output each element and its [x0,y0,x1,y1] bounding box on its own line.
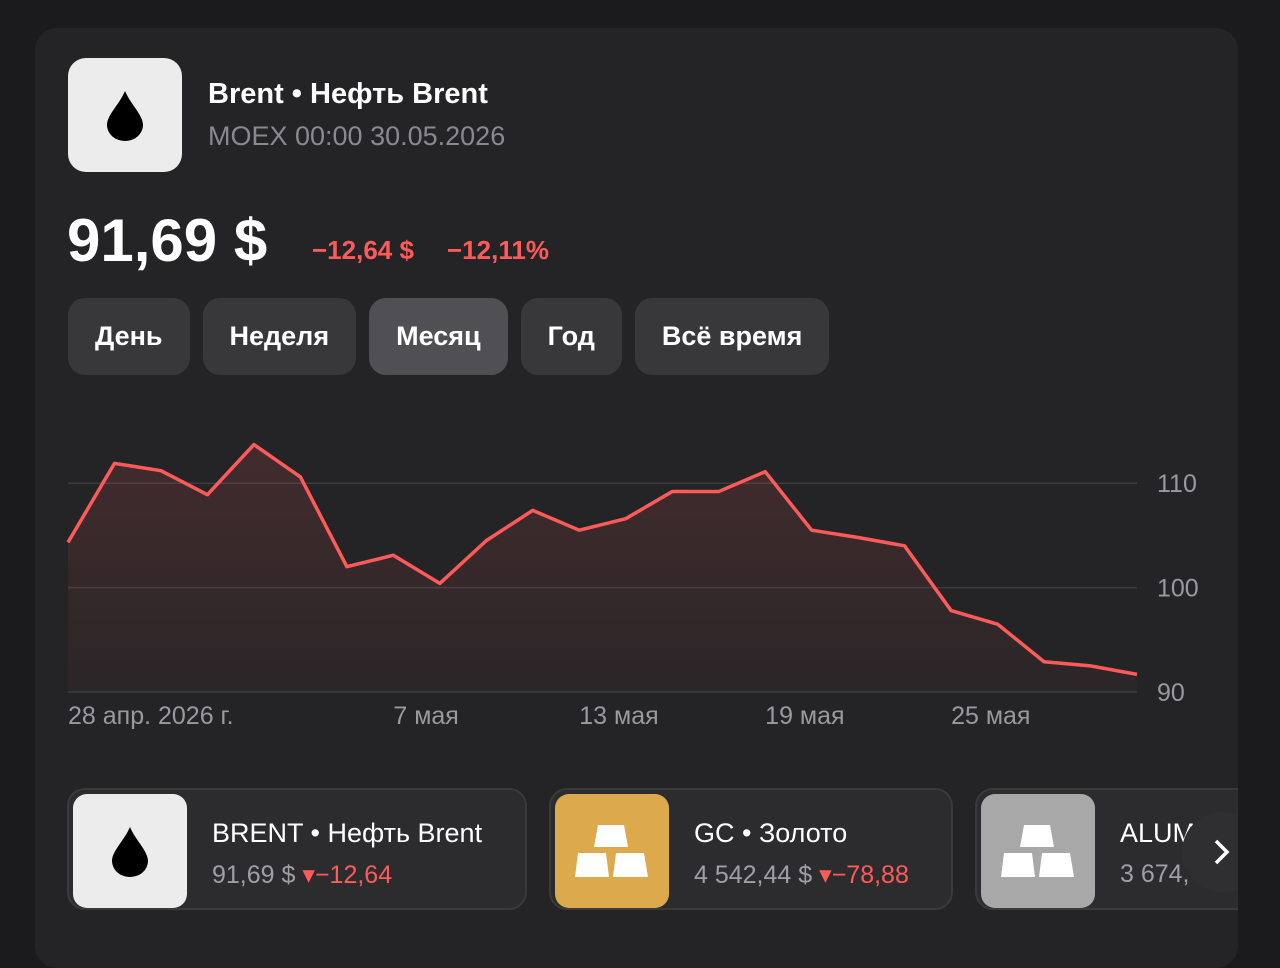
y-tick-label: 90 [1157,679,1185,707]
next-button[interactable] [1182,812,1238,892]
title: Brent • Нефть Brent [208,78,488,110]
x-tick-label: 25 мая [951,702,1030,730]
card-change: −12,64 [314,861,393,889]
icon [981,794,1095,908]
period-tab[interactable]: Год [520,298,622,375]
quote-card: Brent • Нефть Brent MOEX 00:00 30.05.202… [35,28,1238,968]
period-tab[interactable]: Всё время [634,298,830,375]
ticker: Brent [208,78,284,110]
x-tick-label: 28 апр. 2026 г. [68,702,234,730]
page: Brent • Нефть Brent MOEX 00:00 30.05.202… [66,58,1238,910]
card-title: GC • Золото [694,818,848,848]
icon [73,794,187,908]
area [68,444,1137,692]
change: −12,64 $ [312,235,414,265]
drop-icon [107,91,143,141]
instrument-card[interactable]: ALUM 3 674, [975,788,1238,910]
card-price: 3 674, [1120,860,1190,888]
card-price-line: 91,69 $ ▾−12,64 [212,861,393,889]
icon [555,794,669,908]
card-price: 91,69 $ [212,861,296,889]
price-line [66,442,1138,677]
card-change: −78,88 [831,861,909,889]
card-price: 4 542,44 $ [694,861,813,889]
card-price-line: 4 542,44 $ ▾−78,88 [694,861,909,889]
price: 91,69 $ [67,207,268,274]
x-tick-label: 13 мая [579,702,658,730]
change-percent: −12,11% [447,235,549,265]
x-tick-label: 19 мая [765,702,844,730]
period-tab[interactable]: Неделя [202,298,357,375]
card-title: BRENT • Нефть Brent [212,818,483,848]
x-tick-label: 7 мая [393,702,458,730]
y-tick-label: 110 [1157,470,1197,498]
exchange: MOEX 00:00 30.05.2026 [208,121,506,151]
instrument-card[interactable]: GC • Золото 4 542,44 $ ▾−78,88 [549,788,953,910]
y-tick-label: 100 [1157,575,1199,603]
period-tab[interactable]: Месяц [369,298,508,375]
tabs: День Неделя Месяц Год Всё время [68,298,830,375]
logo [68,58,182,172]
chart: 90 100 110 28 апр. 2026 г. 7 мая 13 мая 19 мая… [66,442,1199,730]
instrument-card[interactable]: BRENT • Нефть Brent 91,69 $ ▾−12,64 [67,788,527,910]
period-tab[interactable]: День [68,298,190,375]
name: Нефть Brent [310,78,488,110]
